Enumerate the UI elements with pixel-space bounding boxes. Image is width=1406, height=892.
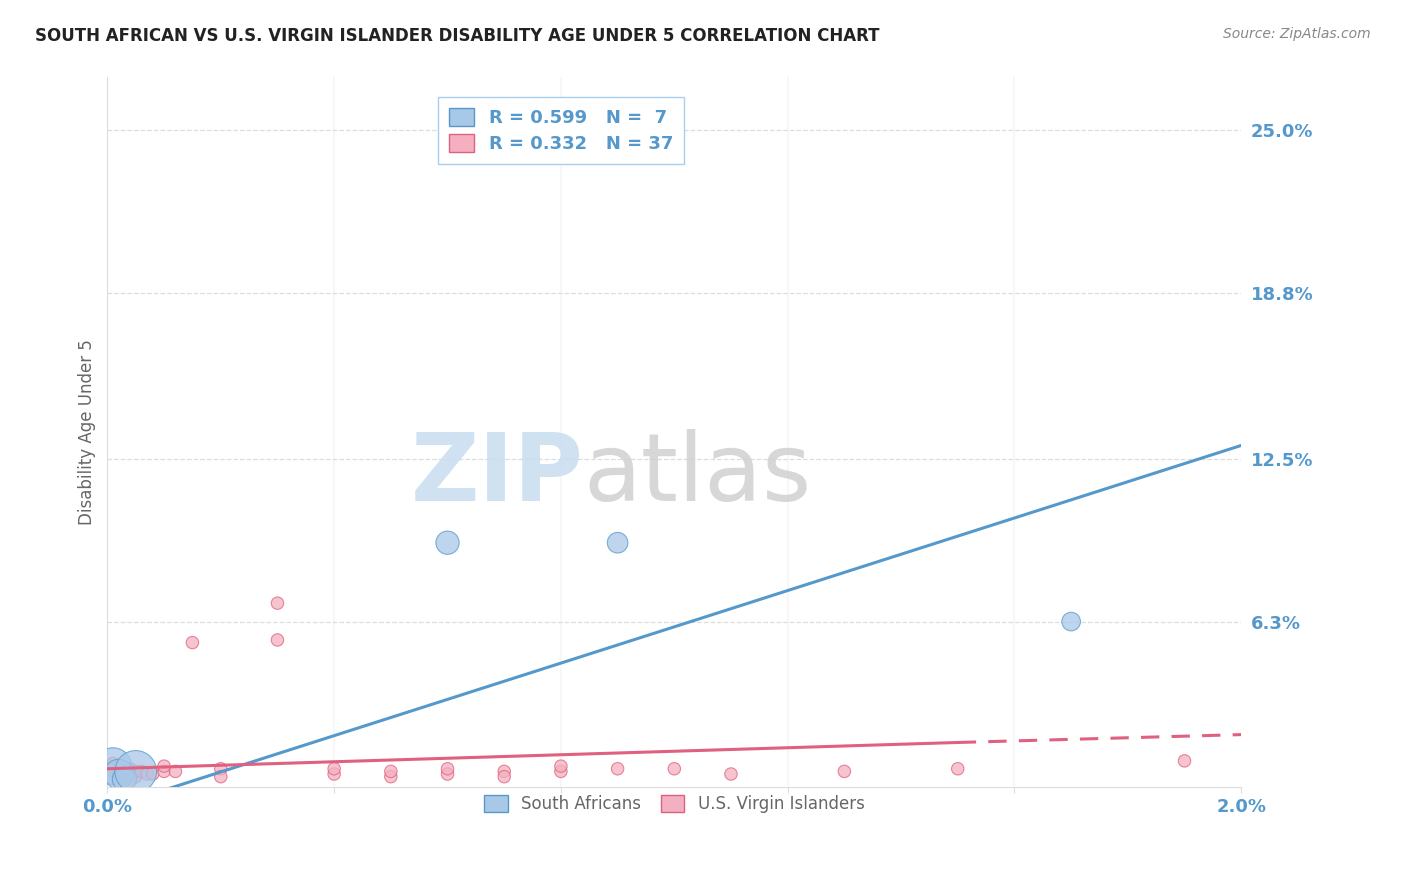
Point bbox=[266, 596, 288, 610]
Point bbox=[834, 764, 856, 779]
Point bbox=[946, 762, 969, 776]
Point bbox=[120, 767, 142, 781]
Point bbox=[165, 764, 187, 779]
Point bbox=[153, 764, 176, 779]
Point bbox=[720, 767, 742, 781]
Point bbox=[142, 767, 165, 781]
Text: atlas: atlas bbox=[583, 429, 811, 521]
Point bbox=[266, 632, 288, 647]
Point bbox=[107, 767, 129, 781]
Point bbox=[112, 772, 135, 787]
Point bbox=[120, 762, 142, 776]
Point bbox=[550, 759, 572, 773]
Point bbox=[181, 635, 204, 649]
Point bbox=[136, 767, 159, 781]
Point bbox=[550, 764, 572, 779]
Point bbox=[436, 762, 458, 776]
Point bbox=[125, 770, 148, 784]
Point bbox=[153, 759, 176, 773]
Point bbox=[107, 759, 129, 773]
Point bbox=[1173, 754, 1195, 768]
Point bbox=[1060, 615, 1083, 629]
Point bbox=[323, 762, 346, 776]
Point bbox=[125, 764, 148, 779]
Point bbox=[380, 770, 402, 784]
Point bbox=[494, 764, 516, 779]
Point bbox=[323, 767, 346, 781]
Point bbox=[209, 770, 232, 784]
Point bbox=[436, 535, 458, 549]
Point bbox=[664, 762, 686, 776]
Point bbox=[112, 764, 135, 779]
Point bbox=[101, 756, 124, 771]
Point bbox=[101, 764, 124, 779]
Text: ZIP: ZIP bbox=[411, 429, 583, 521]
Point bbox=[209, 762, 232, 776]
Point bbox=[107, 767, 129, 781]
Legend: South Africans, U.S. Virgin Islanders: South Africans, U.S. Virgin Islanders bbox=[472, 783, 876, 825]
Point bbox=[125, 764, 148, 779]
Point bbox=[606, 762, 628, 776]
Point bbox=[380, 764, 402, 779]
Point bbox=[494, 770, 516, 784]
Point bbox=[112, 770, 135, 784]
Point bbox=[606, 535, 628, 549]
Text: Source: ZipAtlas.com: Source: ZipAtlas.com bbox=[1223, 27, 1371, 41]
Text: SOUTH AFRICAN VS U.S. VIRGIN ISLANDER DISABILITY AGE UNDER 5 CORRELATION CHART: SOUTH AFRICAN VS U.S. VIRGIN ISLANDER DI… bbox=[35, 27, 880, 45]
Y-axis label: Disability Age Under 5: Disability Age Under 5 bbox=[79, 339, 96, 525]
Point bbox=[101, 759, 124, 773]
Point bbox=[131, 764, 153, 779]
Point bbox=[436, 767, 458, 781]
